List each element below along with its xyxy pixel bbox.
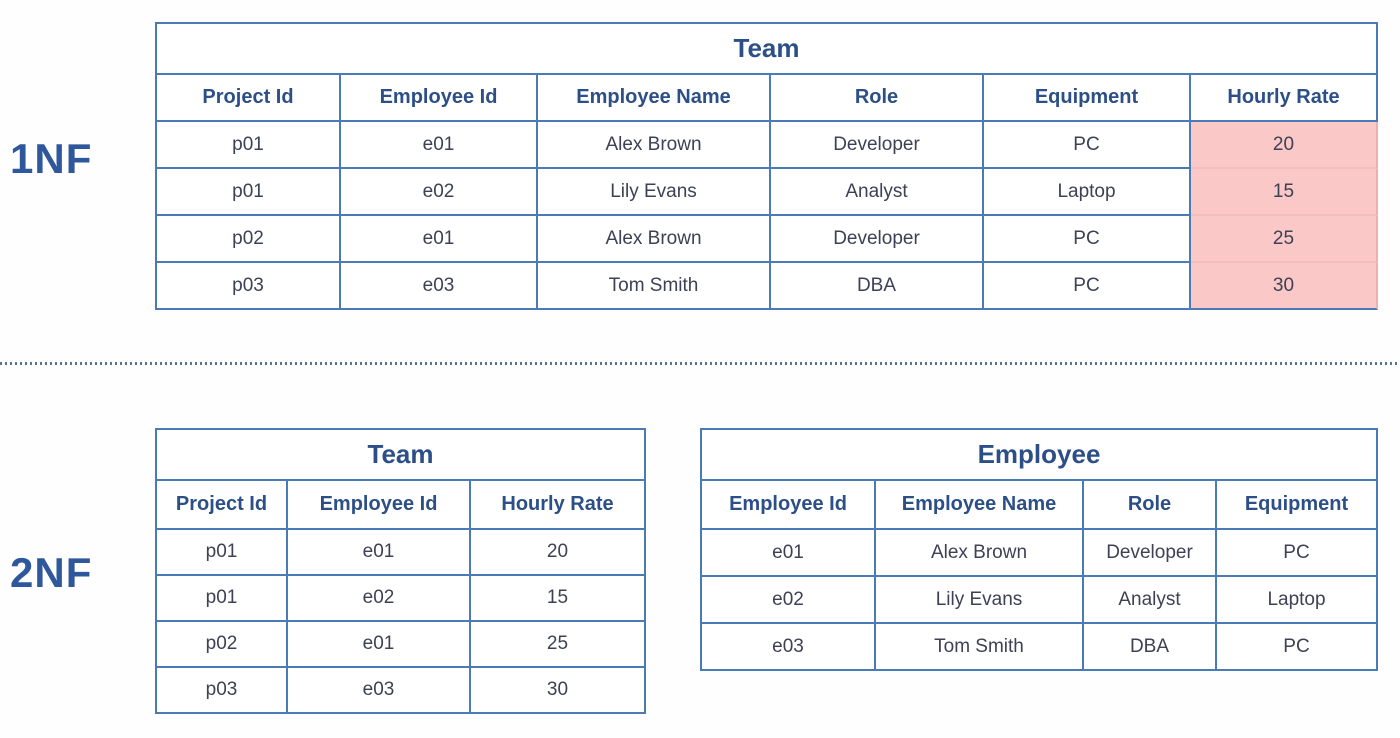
table-cell: e01 (288, 530, 471, 576)
table-cell: e02 (341, 169, 538, 216)
column-header: Equipment (984, 75, 1191, 122)
table-cell: e02 (288, 576, 471, 622)
table-cell: p03 (155, 668, 288, 714)
column-header: Equipment (1217, 481, 1379, 530)
column-header: Project Id (155, 481, 288, 530)
table-cell-highlighted: 30 (1191, 263, 1378, 310)
table-cell: p03 (155, 263, 341, 310)
table-cell: Laptop (1217, 577, 1379, 624)
table-employee: Employee Employee Id Employee Name Role Equi… (700, 428, 1379, 671)
table-cell: Alex Brown (538, 216, 771, 263)
table-row: p01 e02 Lily Evans Analyst Laptop 15 (155, 169, 1378, 216)
table-cell-highlighted: 25 (1191, 216, 1378, 263)
section-divider (0, 362, 1400, 365)
table-title: Team (155, 428, 646, 481)
table-row: p01 e01 20 (155, 530, 646, 576)
table-cell: Alex Brown (876, 530, 1084, 577)
table-cell: Developer (771, 122, 984, 169)
column-header: Role (771, 75, 984, 122)
column-header: Project Id (155, 75, 341, 122)
table-title: Team (155, 22, 1378, 75)
table-cell: PC (984, 263, 1191, 310)
table-cell: 30 (471, 668, 646, 714)
table-row: e03 Tom Smith DBA PC (700, 624, 1379, 671)
table-cell: e03 (341, 263, 538, 310)
table-cell: Alex Brown (538, 122, 771, 169)
table-cell: e01 (341, 216, 538, 263)
table-cell: e03 (288, 668, 471, 714)
table-cell: Lily Evans (876, 577, 1084, 624)
table-cell: Tom Smith (876, 624, 1084, 671)
table-cell: 25 (471, 622, 646, 668)
column-header: Employee Name (876, 481, 1084, 530)
table-cell: e01 (700, 530, 876, 577)
table-cell: e02 (700, 577, 876, 624)
table-cell: p02 (155, 622, 288, 668)
table-cell: 15 (471, 576, 646, 622)
table-cell: Analyst (1084, 577, 1217, 624)
table-row: p02 e01 Alex Brown Developer PC 25 (155, 216, 1378, 263)
column-header: Hourly Rate (471, 481, 646, 530)
label-1nf: 1NF (10, 135, 93, 182)
table-cell: PC (984, 122, 1191, 169)
table-team-2nf: Team Project Id Employee Id Hourly Rate p01 e… (155, 428, 646, 714)
table-row: e02 Lily Evans Analyst Laptop (700, 577, 1379, 624)
table-row: p01 e02 15 (155, 576, 646, 622)
table-cell: PC (1217, 624, 1379, 671)
table-cell-highlighted: 15 (1191, 169, 1378, 216)
table-team-1nf: Team Project Id Employee Id Employee Name Ro… (155, 22, 1378, 310)
table-cell: Developer (1084, 530, 1217, 577)
table-cell: Tom Smith (538, 263, 771, 310)
label-2nf: 2NF (10, 549, 93, 596)
table-row: p03 e03 Tom Smith DBA PC 30 (155, 263, 1378, 310)
table-row: e01 Alex Brown Developer PC (700, 530, 1379, 577)
table-cell: p01 (155, 576, 288, 622)
table-cell: p02 (155, 216, 341, 263)
table-cell: Analyst (771, 169, 984, 216)
table-cell: Lily Evans (538, 169, 771, 216)
table-cell: PC (984, 216, 1191, 263)
table-cell: p01 (155, 530, 288, 576)
table-row: p02 e01 25 (155, 622, 646, 668)
table-cell: p01 (155, 122, 341, 169)
table-cell-highlighted: 20 (1191, 122, 1378, 169)
table-cell: PC (1217, 530, 1379, 577)
column-header: Employee Id (700, 481, 876, 530)
table-cell: p01 (155, 169, 341, 216)
table-row: p01 e01 Alex Brown Developer PC 20 (155, 122, 1378, 169)
table-cell: e01 (288, 622, 471, 668)
table-cell: e03 (700, 624, 876, 671)
table-cell: Laptop (984, 169, 1191, 216)
table-row: p03 e03 30 (155, 668, 646, 714)
column-header: Role (1084, 481, 1217, 530)
table-cell: 20 (471, 530, 646, 576)
column-header: Employee Id (288, 481, 471, 530)
table-title: Employee (700, 428, 1379, 481)
table-cell: Developer (771, 216, 984, 263)
column-header: Employee Id (341, 75, 538, 122)
column-header: Employee Name (538, 75, 771, 122)
column-header: Hourly Rate (1191, 75, 1378, 122)
table-cell: DBA (771, 263, 984, 310)
table-cell: DBA (1084, 624, 1217, 671)
table-cell: e01 (341, 122, 538, 169)
